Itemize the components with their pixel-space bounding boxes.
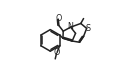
Text: N: N [68, 22, 74, 31]
Text: O: O [55, 14, 62, 23]
Text: S: S [85, 24, 90, 33]
Text: O: O [54, 48, 60, 57]
